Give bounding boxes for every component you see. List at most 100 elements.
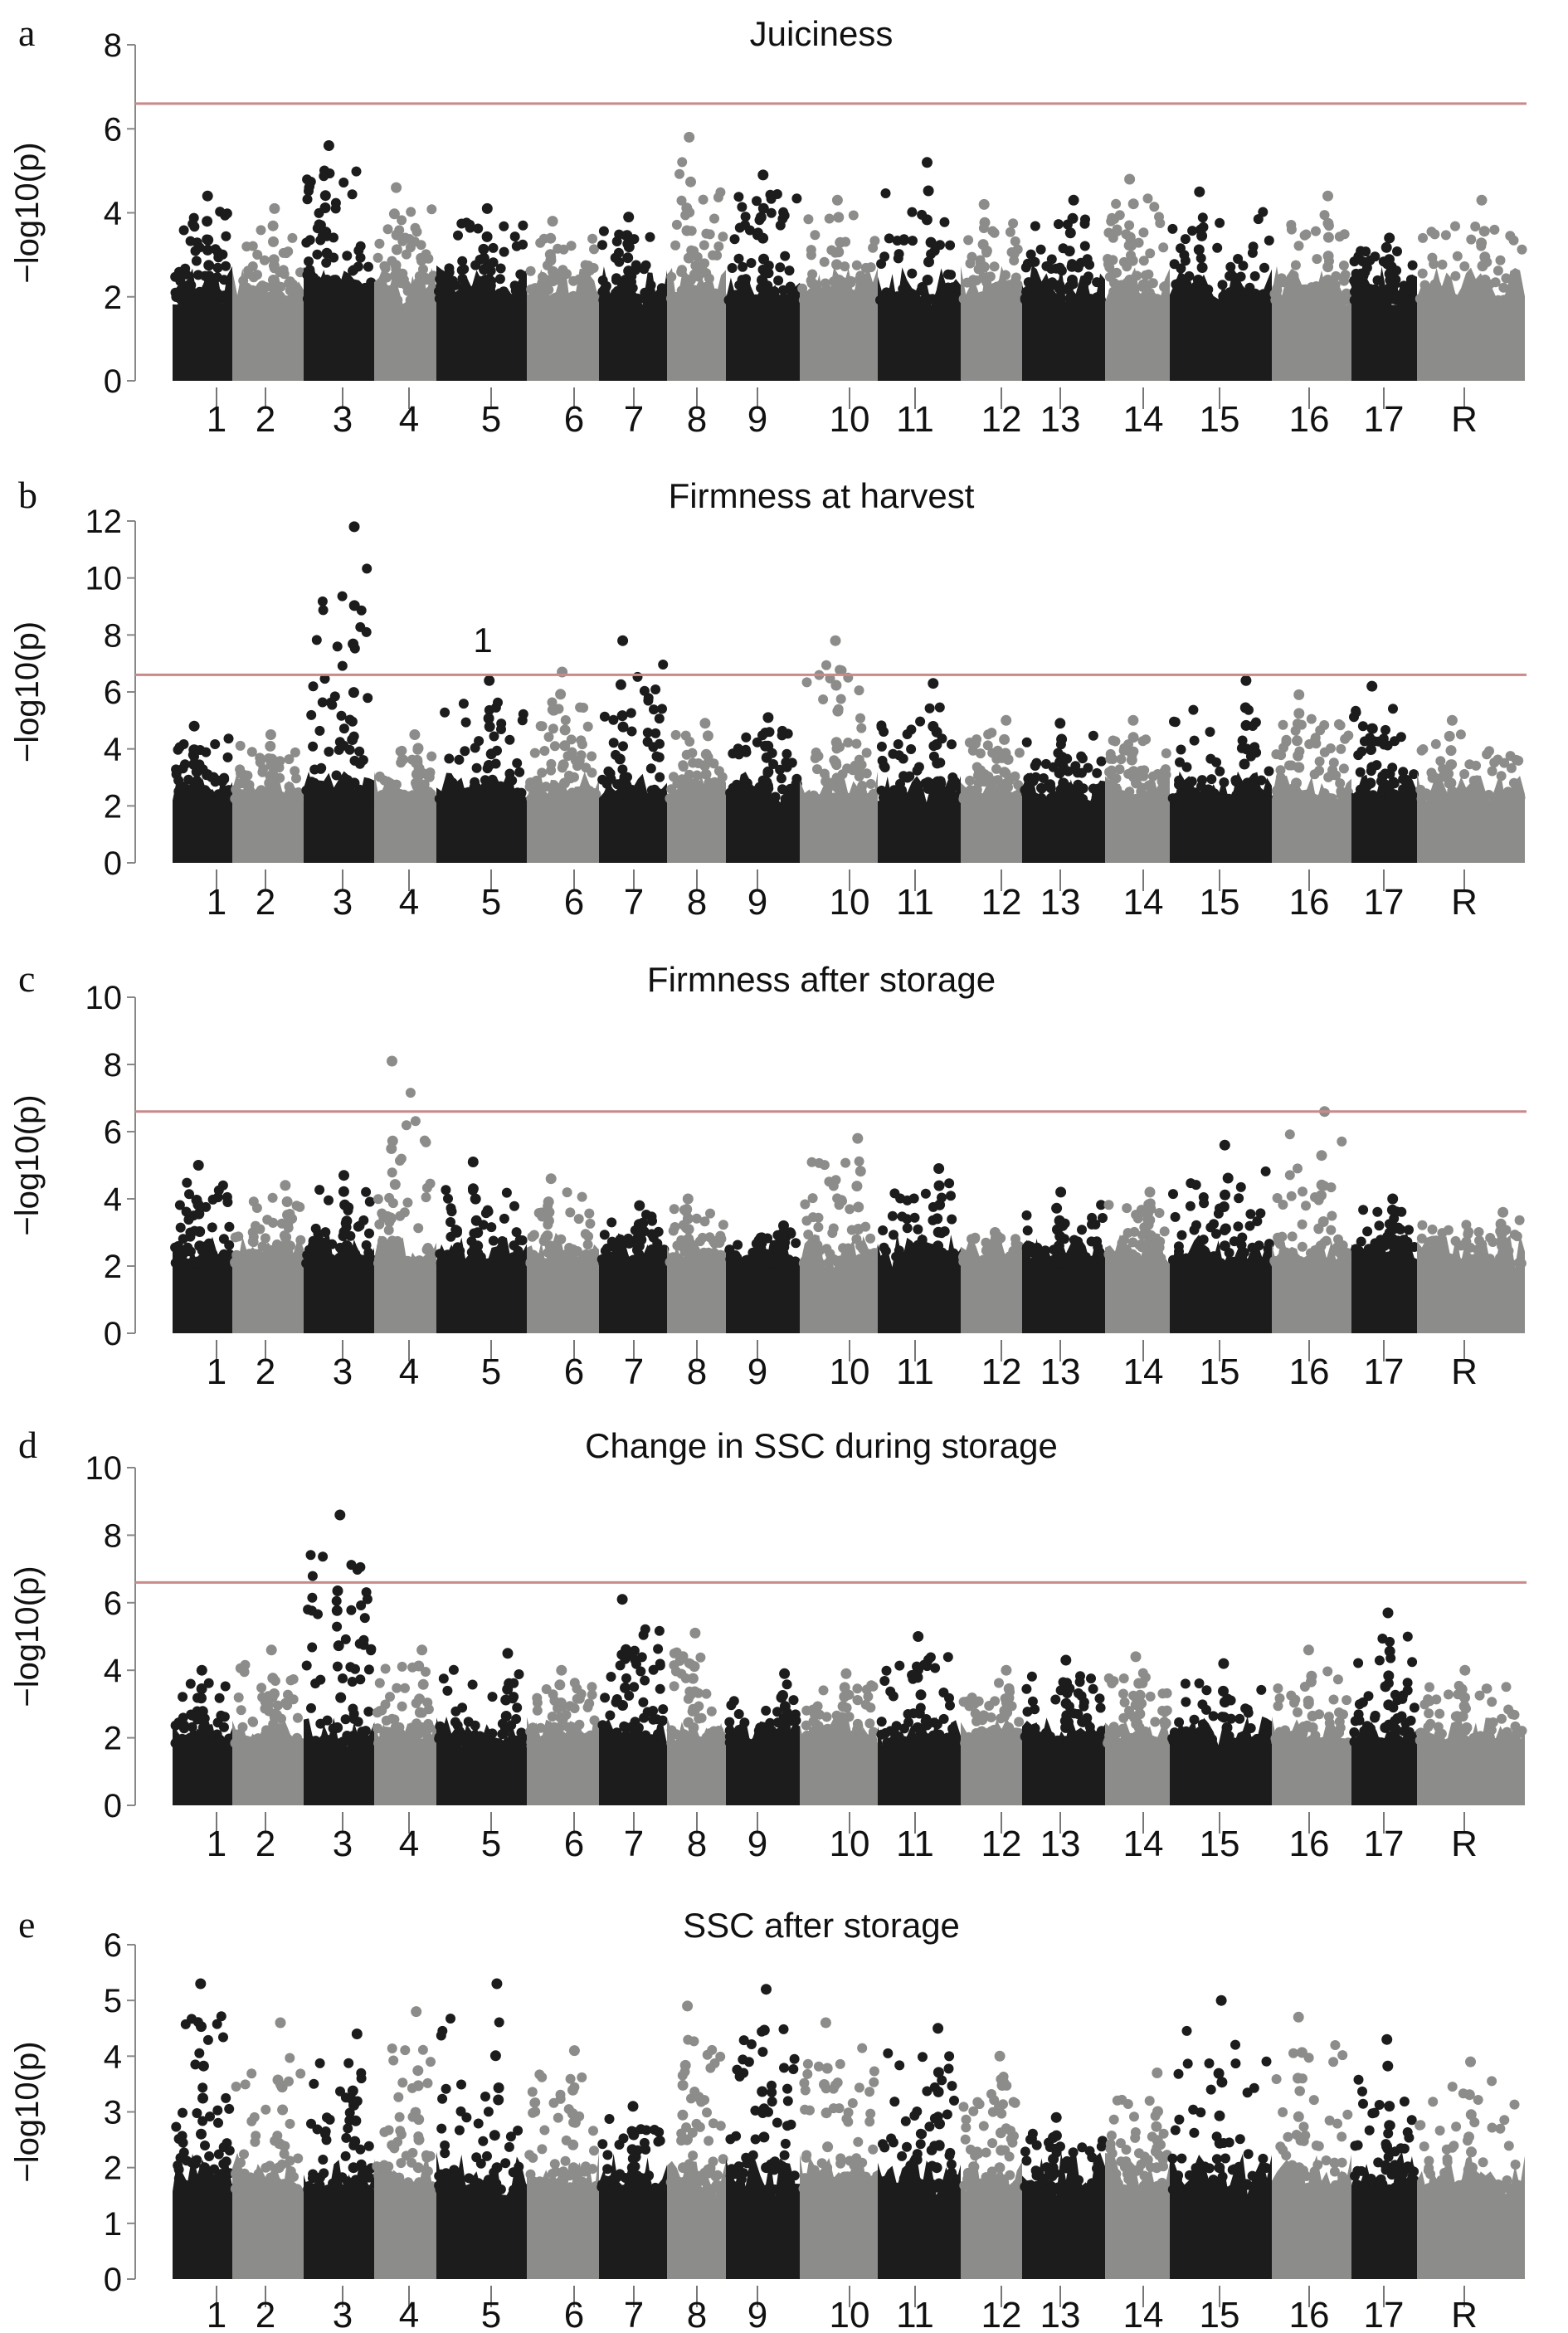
snp-point [178, 295, 188, 305]
snp-point [256, 225, 266, 236]
chromosome-label: 8 [687, 882, 707, 923]
snp-point [1314, 756, 1325, 767]
snp-point [421, 1192, 431, 1203]
snp-point [584, 1208, 595, 1219]
snp-point [213, 1738, 224, 1749]
snp-point-peak [470, 1193, 481, 1205]
snp-point [477, 1734, 488, 1745]
snp-point [244, 1252, 255, 1263]
snp-point [786, 757, 797, 768]
snp-point [1169, 716, 1179, 727]
snp-point-peak [933, 1240, 944, 1252]
snp-point [724, 1244, 735, 1255]
snp-point [717, 772, 728, 782]
snp-point [1351, 705, 1361, 716]
snp-point-peak [411, 754, 423, 766]
snp-point-peak [414, 1707, 426, 1718]
snp-point [1175, 757, 1185, 767]
snp-point [1009, 295, 1020, 305]
snp-point [208, 772, 219, 782]
snp-point [1456, 1240, 1466, 1251]
snp-point-peak [1056, 733, 1068, 745]
snp-point [470, 260, 481, 270]
snp-point [854, 685, 864, 696]
snp-point-peak [928, 678, 939, 689]
snp-point [1106, 765, 1117, 776]
snp-point [568, 1255, 579, 1266]
snp-point [334, 789, 344, 800]
snp-point-peak [1366, 723, 1378, 734]
snp-point-peak [555, 1697, 567, 1708]
snp-point [1398, 767, 1409, 777]
chromosome-label: 1 [207, 882, 226, 923]
snp-point [320, 784, 331, 794]
snp-point [241, 241, 252, 252]
snp-point [1405, 275, 1416, 285]
snp-point [320, 1227, 331, 1238]
snp-point [187, 1710, 197, 1721]
snp-point [669, 1681, 679, 1692]
snp-point [264, 793, 275, 804]
snp-point-peak [1126, 748, 1137, 760]
snp-point-peak [1145, 1230, 1157, 1241]
snp-point [797, 283, 808, 294]
snp-point [174, 1200, 185, 1210]
snp-point [648, 1249, 659, 1259]
snp-point [823, 1258, 834, 1269]
chart-title: Juiciness [750, 14, 894, 53]
snp-point [810, 230, 821, 241]
snp-point-peak [933, 1163, 945, 1174]
snp-point-peak [855, 1166, 866, 1177]
snp-point [746, 258, 757, 268]
chromosome-label: R [1451, 882, 1478, 923]
snp-point [658, 1704, 669, 1715]
snp-point [790, 1256, 801, 1267]
snp-point [275, 1732, 286, 1743]
snp-point-peak [413, 1660, 425, 1672]
snp-point [465, 1258, 475, 1269]
snp-point [304, 256, 314, 267]
snp-point-peak [269, 1688, 280, 1699]
snp-point [704, 273, 714, 284]
snp-point [587, 751, 597, 762]
snp-point-peak [1477, 261, 1488, 272]
snp-point [425, 293, 436, 304]
snp-point-peak [268, 236, 279, 247]
snp-point [1429, 1250, 1439, 1261]
panel-letter: b [18, 474, 37, 516]
snp-point [1001, 270, 1010, 280]
snp-point-peak [387, 1135, 398, 1147]
snp-point [1064, 293, 1075, 304]
snp-point [843, 1243, 854, 1254]
snp-point [747, 1247, 758, 1258]
snp-point [1096, 793, 1107, 804]
snp-point-peak [853, 1224, 864, 1235]
snp-point [887, 1210, 898, 1221]
snp-point [317, 697, 328, 708]
snp-point [446, 1217, 455, 1227]
snp-point [1253, 214, 1264, 225]
snp-point [962, 1253, 973, 1263]
chromosome-label: 5 [481, 1824, 501, 1864]
snp-point [801, 677, 812, 688]
y-tick-label: 4 [104, 1181, 122, 1218]
snp-point [666, 1738, 677, 1748]
chromosome-5-body [436, 1717, 527, 1805]
snp-point-peak [559, 740, 571, 752]
snp-point-peak [500, 1694, 512, 1706]
snp-point [901, 292, 912, 303]
snp-point [414, 1738, 424, 1749]
snp-point [654, 1625, 665, 1636]
snp-point [185, 1678, 196, 1689]
snp-point-peak [192, 1160, 204, 1171]
snp-point [1023, 773, 1034, 784]
snp-point [807, 1193, 818, 1204]
snp-point-peak [545, 1173, 557, 1185]
snp-point [281, 248, 291, 259]
panel-letter: d [18, 1424, 37, 1466]
snp-point [235, 740, 246, 751]
snp-point-peak [1054, 1215, 1065, 1226]
snp-point [1040, 758, 1051, 769]
snp-point [487, 1692, 498, 1702]
snp-point-peak [699, 718, 711, 729]
